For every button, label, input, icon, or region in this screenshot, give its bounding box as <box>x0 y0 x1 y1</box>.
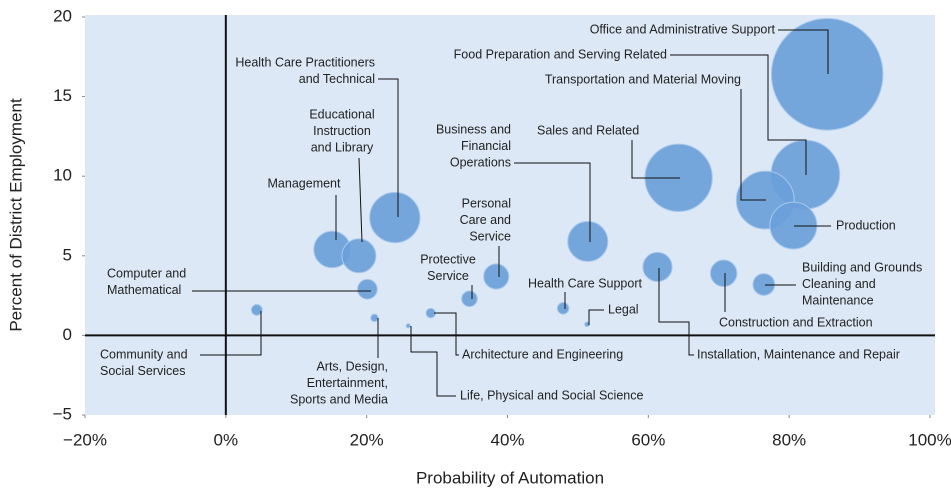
bubble <box>369 191 421 244</box>
bubble-label: Management <box>268 176 341 190</box>
bubble-label: Instruction <box>313 124 371 138</box>
leader-line <box>588 309 604 325</box>
bubble-label: Cleaning and <box>802 277 876 291</box>
bubble <box>370 313 379 323</box>
bubble-label: Sports and Media <box>290 392 388 406</box>
bubble-label: Maintenance <box>802 293 874 307</box>
bubble-label: Health Care Support <box>528 276 642 290</box>
bubble-label: Sales and Related <box>537 123 639 137</box>
leader-line <box>378 78 399 217</box>
x-tick-label: 60% <box>631 430 665 449</box>
leader-line <box>670 54 807 175</box>
bubble-label: Building and Grounds <box>802 260 922 274</box>
bubble <box>770 18 884 131</box>
bubble-label: Business and <box>436 122 511 136</box>
leader-line <box>410 326 456 397</box>
bubble <box>556 302 570 315</box>
bubble-label: Operations <box>450 155 511 169</box>
y-tick-label: 10 <box>53 166 72 185</box>
bubble-label: Personal <box>462 196 511 210</box>
bubble-label: Care and <box>460 213 511 227</box>
x-tick-label: 20% <box>350 430 384 449</box>
y-tick-label: −5 <box>53 404 72 423</box>
x-tick-label: 0% <box>214 430 239 449</box>
x-tick-label: 100% <box>908 430 951 449</box>
leader-line <box>200 311 262 356</box>
x-tick-label: 80% <box>772 430 806 449</box>
bubble <box>341 238 377 274</box>
y-tick-label: 20 <box>53 6 72 25</box>
y-axis-title: Percent of District Employment <box>6 98 25 332</box>
bubble <box>483 263 510 290</box>
bubble-label: Installation, Maintenance and Repair <box>697 347 900 361</box>
bubble-label: Arts, Design, <box>316 359 388 373</box>
bubble-label: Production <box>836 218 896 232</box>
bubble <box>709 259 738 288</box>
bubble-label: Life, Physical and Social Science <box>460 388 643 402</box>
bubble-label: Protective <box>420 252 476 266</box>
x-tick-label: −20% <box>63 430 107 449</box>
leader-line <box>358 157 363 243</box>
bubble-label: Computer and <box>107 266 186 280</box>
leader-line <box>658 268 694 356</box>
bubble-label: Architecture and Engineering <box>462 347 623 361</box>
bubble-label: Health Care Practitioners <box>235 55 375 69</box>
bubble-label: Service <box>427 269 469 283</box>
bubble-label: Legal <box>608 302 639 316</box>
bubble-label: Entertainment, <box>307 376 388 390</box>
bubble <box>250 303 263 316</box>
bubble <box>642 251 673 283</box>
bubble <box>405 323 411 329</box>
bubble-label: Construction and Extraction <box>719 315 873 329</box>
bubble-label: and Library <box>311 140 374 154</box>
x-tick-label: 40% <box>490 430 524 449</box>
x-axis-title: Probability of Automation <box>416 468 604 487</box>
bubble-label: Mathematical <box>107 283 181 297</box>
bubble-label: Community and <box>100 347 188 361</box>
leader-line <box>778 29 829 74</box>
y-tick-label: 5 <box>63 245 72 264</box>
leader-line <box>631 140 680 179</box>
bubble-label: Social Services <box>100 364 185 378</box>
bubble-label: Office and Administrative Support <box>590 22 776 36</box>
leader-line <box>740 89 766 201</box>
bubble <box>357 278 378 300</box>
bubble-label: Transportation and Material Moving <box>545 72 741 86</box>
bubble-label: Service <box>469 229 511 243</box>
leader-line <box>434 312 459 356</box>
leader-line <box>514 162 591 242</box>
bubble <box>752 273 776 296</box>
bubble-label: and Technical <box>299 72 375 86</box>
bubble <box>567 220 609 263</box>
bubble-label: Food Preparation and Serving Related <box>454 47 667 61</box>
bubble <box>461 290 478 308</box>
y-tick-label: 0 <box>63 325 72 344</box>
y-tick-label: 15 <box>53 86 72 105</box>
bubble-label: Educational <box>309 107 374 121</box>
bubble-label: Financial <box>461 139 511 153</box>
